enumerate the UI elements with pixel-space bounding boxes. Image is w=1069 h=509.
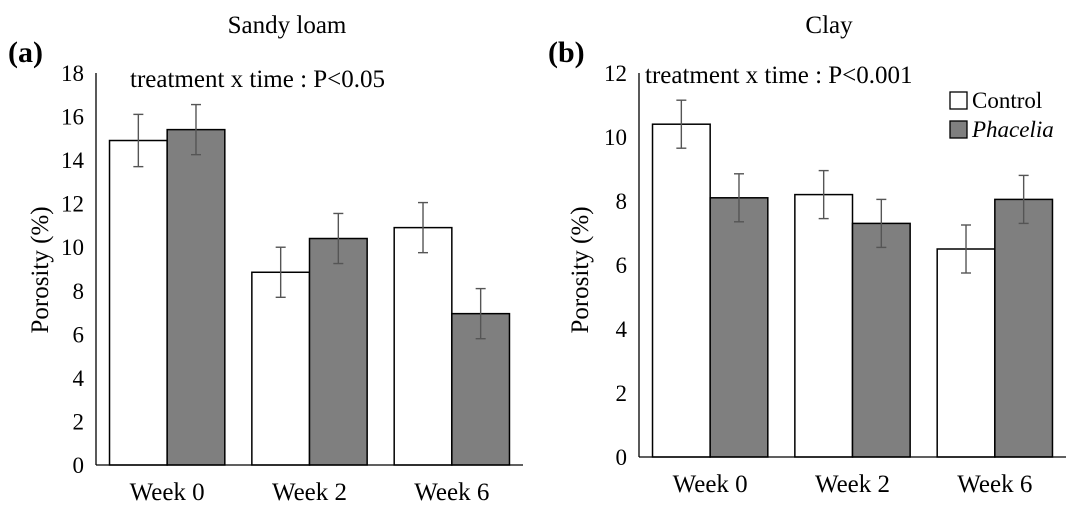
chart-panel-b: Clay (b) treatment x time : P<0.001 Porosit… (548, 12, 1066, 498)
y-tick-label: 6 (616, 253, 628, 278)
chart-title: Clay (805, 12, 853, 39)
y-tick-label: 6 (73, 322, 85, 347)
bar (308, 237, 368, 466)
y-tick-label: 18 (61, 61, 84, 86)
legend-swatch (949, 91, 968, 110)
x-tick-label: Week 2 (272, 479, 347, 506)
y-tick-label: 2 (616, 381, 628, 406)
x-tick-label: Week 0 (130, 479, 205, 506)
y-tick-label: 12 (604, 61, 627, 86)
y-axis-label: Porosity (%) (27, 206, 54, 333)
y-tick-label: 8 (616, 189, 628, 214)
bar (794, 193, 854, 458)
bar (936, 248, 996, 458)
chart-panel-a: Sandy loam (a) treatment x time : P<0.05 Po… (8, 12, 523, 506)
bar (651, 123, 711, 458)
y-tick-label: 4 (616, 317, 628, 342)
y-tick-label: 16 (61, 105, 84, 130)
y-tick-label: 14 (61, 148, 85, 173)
bar (994, 198, 1054, 458)
bar (851, 222, 911, 458)
legend-label: Phacelia (971, 117, 1054, 142)
y-tick-label: 4 (73, 366, 85, 391)
y-tick-label: 0 (73, 453, 85, 478)
y-tick-label: 10 (61, 235, 84, 260)
y-tick-label: 10 (604, 125, 627, 150)
bar (108, 139, 168, 466)
x-tick-label: Week 0 (673, 471, 748, 498)
y-tick-label: 2 (73, 409, 85, 434)
legend-swatch (949, 120, 968, 139)
bar (251, 271, 311, 466)
bar (166, 128, 226, 466)
bar (709, 197, 769, 458)
x-tick-label: Week 6 (414, 479, 489, 506)
panel-label: (b) (548, 36, 585, 69)
y-tick-label: 0 (616, 445, 628, 470)
annotation: treatment x time : P<0.05 (130, 66, 385, 93)
y-tick-label: 12 (61, 192, 84, 217)
bar (393, 226, 453, 466)
x-tick-label: Week 2 (815, 471, 890, 498)
x-tick-label: Week 6 (957, 471, 1032, 498)
chart-title: Sandy loam (228, 12, 347, 39)
y-tick-label: 8 (73, 279, 85, 304)
panel-label: (a) (8, 36, 43, 69)
legend-label: Control (972, 88, 1042, 113)
annotation: treatment x time : P<0.001 (645, 62, 913, 89)
y-axis-label: Porosity (%) (567, 206, 594, 333)
